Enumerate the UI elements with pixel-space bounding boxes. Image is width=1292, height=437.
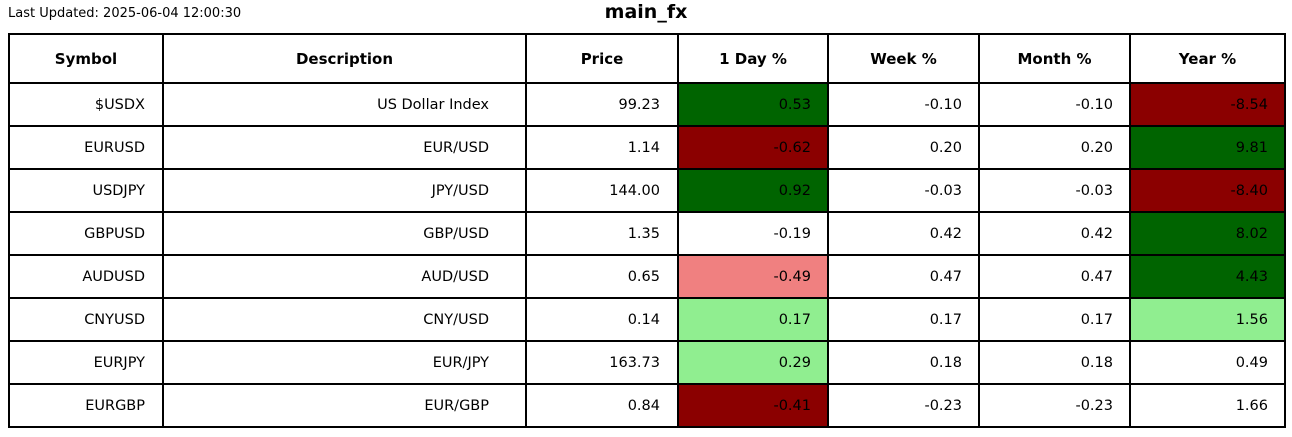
column-header-month-pct: Month % (978, 33, 1131, 84)
year-pct-cell: 8.02 (1129, 211, 1286, 256)
column-header-year-pct: Year % (1129, 33, 1286, 84)
year-pct-cell: -8.40 (1129, 168, 1286, 213)
table-row: USDJPY JPY/USD 144.00 0.92 -0.03 -0.03 -8.40 (8, 168, 1286, 213)
week-pct-cell: 0.42 (827, 211, 980, 256)
table-row: AUDUSD AUD/USD 0.65 -0.49 0.47 0.47 4.43 (8, 254, 1286, 299)
table-row: EURUSD EUR/USD 1.14 -0.62 0.20 0.20 9.81 (8, 125, 1286, 170)
day-pct-cell: 0.92 (677, 168, 829, 213)
year-pct-cell: 1.66 (1129, 383, 1286, 428)
month-pct-cell: -0.10 (978, 82, 1131, 127)
month-pct-cell: -0.23 (978, 383, 1131, 428)
year-pct-cell: 4.43 (1129, 254, 1286, 299)
description-cell: AUD/USD (162, 254, 527, 299)
week-pct-cell: 0.18 (827, 340, 980, 385)
year-pct-cell: 9.81 (1129, 125, 1286, 170)
symbol-cell: USDJPY (8, 168, 164, 213)
week-pct-cell: 0.20 (827, 125, 980, 170)
month-pct-cell: 0.20 (978, 125, 1131, 170)
table-row: $USDX US Dollar Index 99.23 0.53 -0.10 -0.10-… (8, 82, 1286, 127)
fx-table-header: Symbol Description Price 1 Day % Week % … (8, 33, 1286, 84)
week-pct-cell: 0.17 (827, 297, 980, 342)
header-row: Symbol Description Price 1 Day % Week % … (8, 33, 1286, 84)
day-pct-cell: -0.62 (677, 125, 829, 170)
table-row: EURGBP EUR/GBP 0.84 -0.41 -0.23 -0.23 1.66 (8, 383, 1286, 428)
price-cell: 1.35 (525, 211, 679, 256)
symbol-cell: $USDX (8, 82, 164, 127)
description-cell: EUR/JPY (162, 340, 527, 385)
day-pct-cell: -0.49 (677, 254, 829, 299)
month-pct-cell: 0.18 (978, 340, 1131, 385)
week-pct-cell: -0.03 (827, 168, 980, 213)
description-cell: EUR/GBP (162, 383, 527, 428)
day-pct-cell: 0.29 (677, 340, 829, 385)
day-pct-cell: -0.41 (677, 383, 829, 428)
last-updated-text: Last Updated: 2025-06-04 12:00:30 (8, 6, 242, 21)
symbol-cell: AUDUSD (8, 254, 164, 299)
description-cell: US Dollar Index (162, 82, 527, 127)
description-cell: CNY/USD (162, 297, 527, 342)
month-pct-cell: 0.17 (978, 297, 1131, 342)
year-pct-cell: -8.54 (1129, 82, 1286, 127)
description-cell: JPY/USD (162, 168, 527, 213)
month-pct-cell: 0.42 (978, 211, 1131, 256)
table-row: CNYUSD CNY/USD 0.14 0.17 0.17 0.17 1.56 (8, 297, 1286, 342)
symbol-cell: CNYUSD (8, 297, 164, 342)
description-cell: EUR/USD (162, 125, 527, 170)
price-cell: 0.84 (525, 383, 679, 428)
year-pct-cell: 1.56 (1129, 297, 1286, 342)
month-pct-cell: 0.47 (978, 254, 1131, 299)
symbol-cell: EURUSD (8, 125, 164, 170)
table-row: GBPUSD GBP/USD 1.35 -0.19 0.42 0.42 8.02 (8, 211, 1286, 256)
price-cell: 99.23 (525, 82, 679, 127)
column-header-symbol: Symbol (8, 33, 164, 84)
fx-table: Symbol Description Price 1 Day % Week % … (8, 33, 1286, 428)
fx-table-body: $USDX US Dollar Index 99.23 0.53 -0.10 -0.10-… (8, 82, 1286, 428)
day-pct-cell: -0.19 (677, 211, 829, 256)
year-pct-cell: 0.49 (1129, 340, 1286, 385)
price-cell: 0.14 (525, 297, 679, 342)
symbol-cell: EURJPY (8, 340, 164, 385)
price-cell: 144.00 (525, 168, 679, 213)
table-row: EURJPY EUR/JPY 163.73 0.29 0.18 0.18 0.49 (8, 340, 1286, 385)
description-cell: GBP/USD (162, 211, 527, 256)
column-header-description: Description (162, 33, 527, 84)
symbol-cell: EURGBP (8, 383, 164, 428)
week-pct-cell: -0.23 (827, 383, 980, 428)
day-pct-cell: 0.53 (677, 82, 829, 127)
price-cell: 163.73 (525, 340, 679, 385)
week-pct-cell: -0.10 (827, 82, 980, 127)
price-cell: 1.14 (525, 125, 679, 170)
column-header-week-pct: Week % (827, 33, 980, 84)
column-header-day-pct: 1 Day % (677, 33, 829, 84)
price-cell: 0.65 (525, 254, 679, 299)
month-pct-cell: -0.03 (978, 168, 1131, 213)
column-header-price: Price (525, 33, 679, 84)
week-pct-cell: 0.47 (827, 254, 980, 299)
page-title: main_fx (604, 1, 688, 23)
symbol-cell: GBPUSD (8, 211, 164, 256)
day-pct-cell: 0.17 (677, 297, 829, 342)
